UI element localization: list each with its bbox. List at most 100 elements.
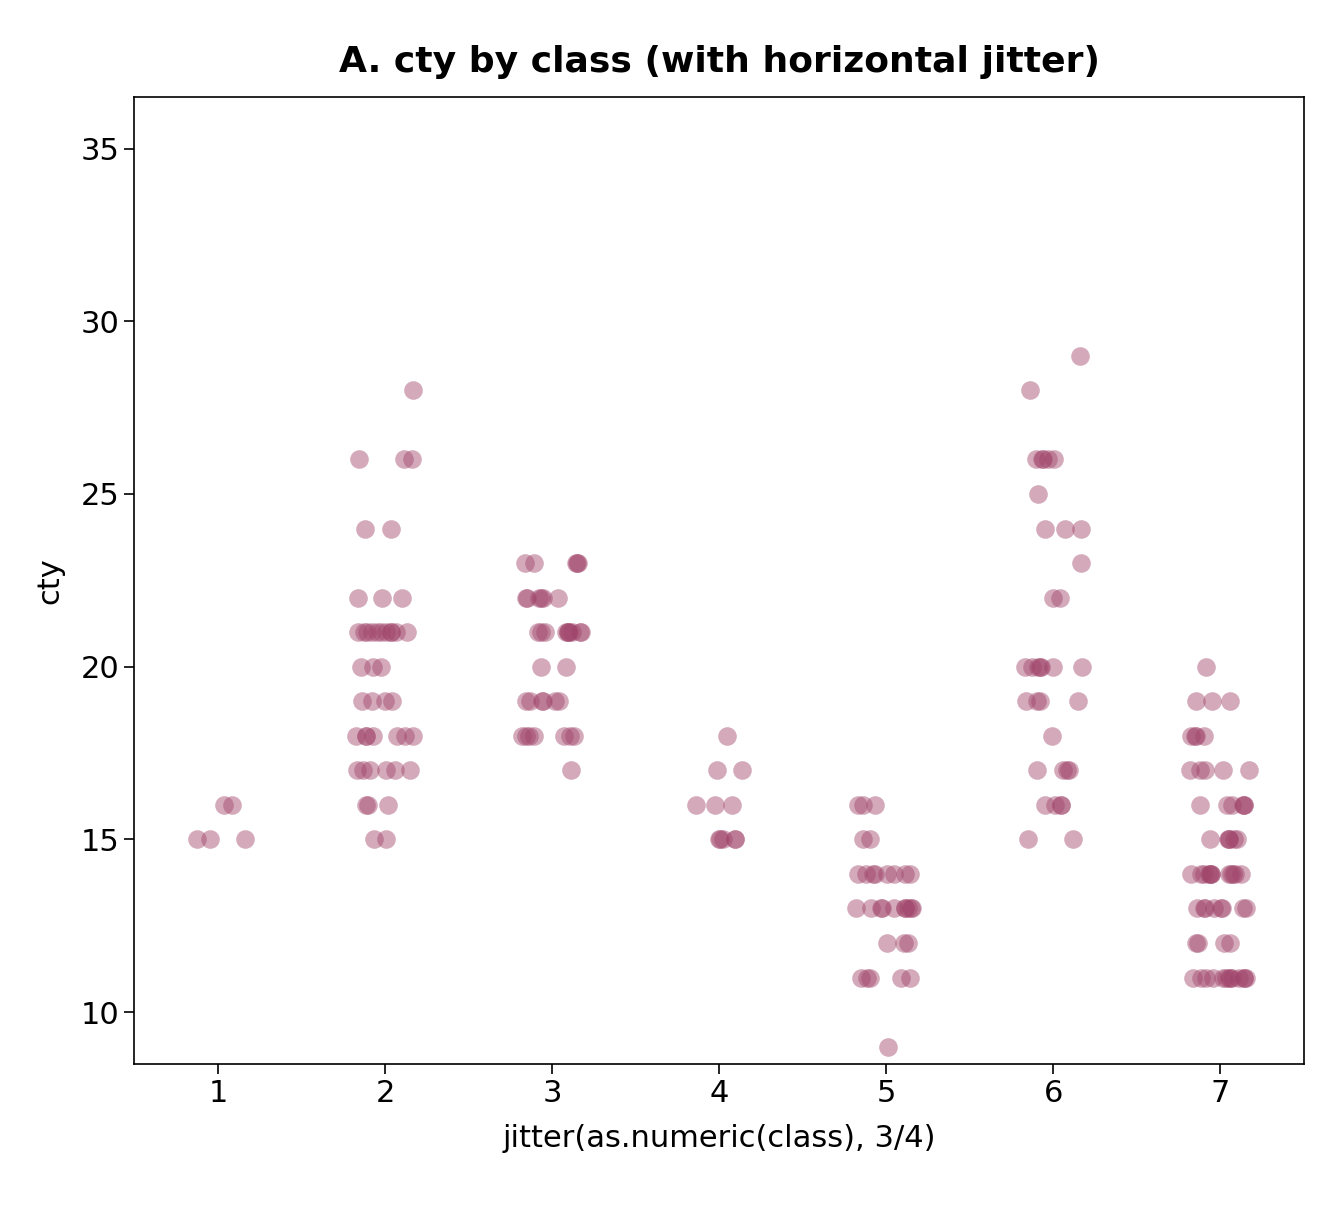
Point [1051, 796, 1073, 815]
Point [558, 623, 579, 642]
Point [376, 760, 398, 780]
Point [353, 623, 375, 642]
Point [555, 623, 577, 642]
Point [1212, 760, 1234, 780]
Point [1038, 450, 1059, 469]
Point [856, 968, 878, 988]
Title: A. cty by class (with horizontal jitter): A. cty by class (with horizontal jitter) [339, 45, 1099, 79]
Point [1211, 898, 1232, 918]
Point [1199, 864, 1220, 884]
Point [396, 623, 418, 642]
Point [1235, 968, 1257, 988]
Point [1199, 864, 1220, 884]
Point [532, 692, 554, 711]
Point [724, 829, 746, 849]
Point [1235, 898, 1257, 918]
Point [1191, 864, 1212, 884]
Point [345, 727, 367, 746]
Point [527, 623, 548, 642]
Point [1234, 796, 1255, 815]
Point [1048, 588, 1070, 607]
Point [371, 623, 392, 642]
Point [1030, 656, 1051, 676]
Point [1228, 968, 1250, 988]
Point [234, 829, 255, 849]
Point [558, 623, 579, 642]
Point [1218, 829, 1239, 849]
Point [1238, 760, 1259, 780]
Point [1068, 346, 1090, 365]
Point [1017, 829, 1039, 849]
Point [712, 829, 734, 849]
Point [1214, 933, 1235, 953]
Point [707, 760, 728, 780]
Point [883, 898, 905, 918]
Point [847, 864, 868, 884]
Point [1185, 933, 1207, 953]
Point [1195, 656, 1216, 676]
Point [876, 864, 898, 884]
Point [1234, 796, 1255, 815]
Point [531, 623, 552, 642]
Point [1189, 796, 1211, 815]
Point [1027, 760, 1048, 780]
Point [716, 727, 738, 746]
Point [1185, 727, 1207, 746]
Point [348, 588, 370, 607]
Point [391, 588, 413, 607]
Point [1020, 381, 1042, 400]
Point [847, 796, 868, 815]
Point [1034, 519, 1055, 538]
Point [1032, 450, 1054, 469]
Point [374, 692, 395, 711]
Point [852, 796, 874, 815]
Point [896, 898, 918, 918]
Point [1063, 829, 1085, 849]
Point [535, 623, 556, 642]
Point [1071, 519, 1093, 538]
Point [560, 623, 582, 642]
Point [1027, 692, 1048, 711]
Point [187, 829, 208, 849]
Point [1043, 450, 1064, 469]
Point [394, 727, 415, 746]
Point [348, 450, 370, 469]
Point [708, 829, 730, 849]
Point [384, 760, 406, 780]
Point [878, 1037, 899, 1057]
Point [515, 588, 536, 607]
Point [1188, 933, 1210, 953]
Point [895, 898, 917, 918]
Point [531, 656, 552, 676]
Point [1042, 727, 1063, 746]
Point [567, 554, 589, 573]
Point [1016, 692, 1038, 711]
Point [1219, 968, 1241, 988]
Point [1200, 864, 1222, 884]
Point [512, 727, 534, 746]
Point [567, 554, 589, 573]
Point [530, 588, 551, 607]
Point [1193, 864, 1215, 884]
Point [349, 656, 371, 676]
Point [1042, 656, 1063, 676]
Point [1052, 760, 1074, 780]
Point [1050, 796, 1071, 815]
Point [363, 656, 384, 676]
Point [380, 519, 402, 538]
Point [1185, 692, 1207, 711]
Point [347, 623, 368, 642]
Point [1067, 692, 1089, 711]
Point [1187, 898, 1208, 918]
Point [1027, 485, 1048, 504]
Point [864, 864, 886, 884]
Point [380, 623, 402, 642]
Point [1216, 796, 1238, 815]
Point [1226, 829, 1247, 849]
Point [1234, 968, 1255, 988]
Point [859, 968, 880, 988]
Point [560, 760, 582, 780]
Point [200, 829, 222, 849]
Point [845, 898, 867, 918]
Point [1055, 519, 1077, 538]
